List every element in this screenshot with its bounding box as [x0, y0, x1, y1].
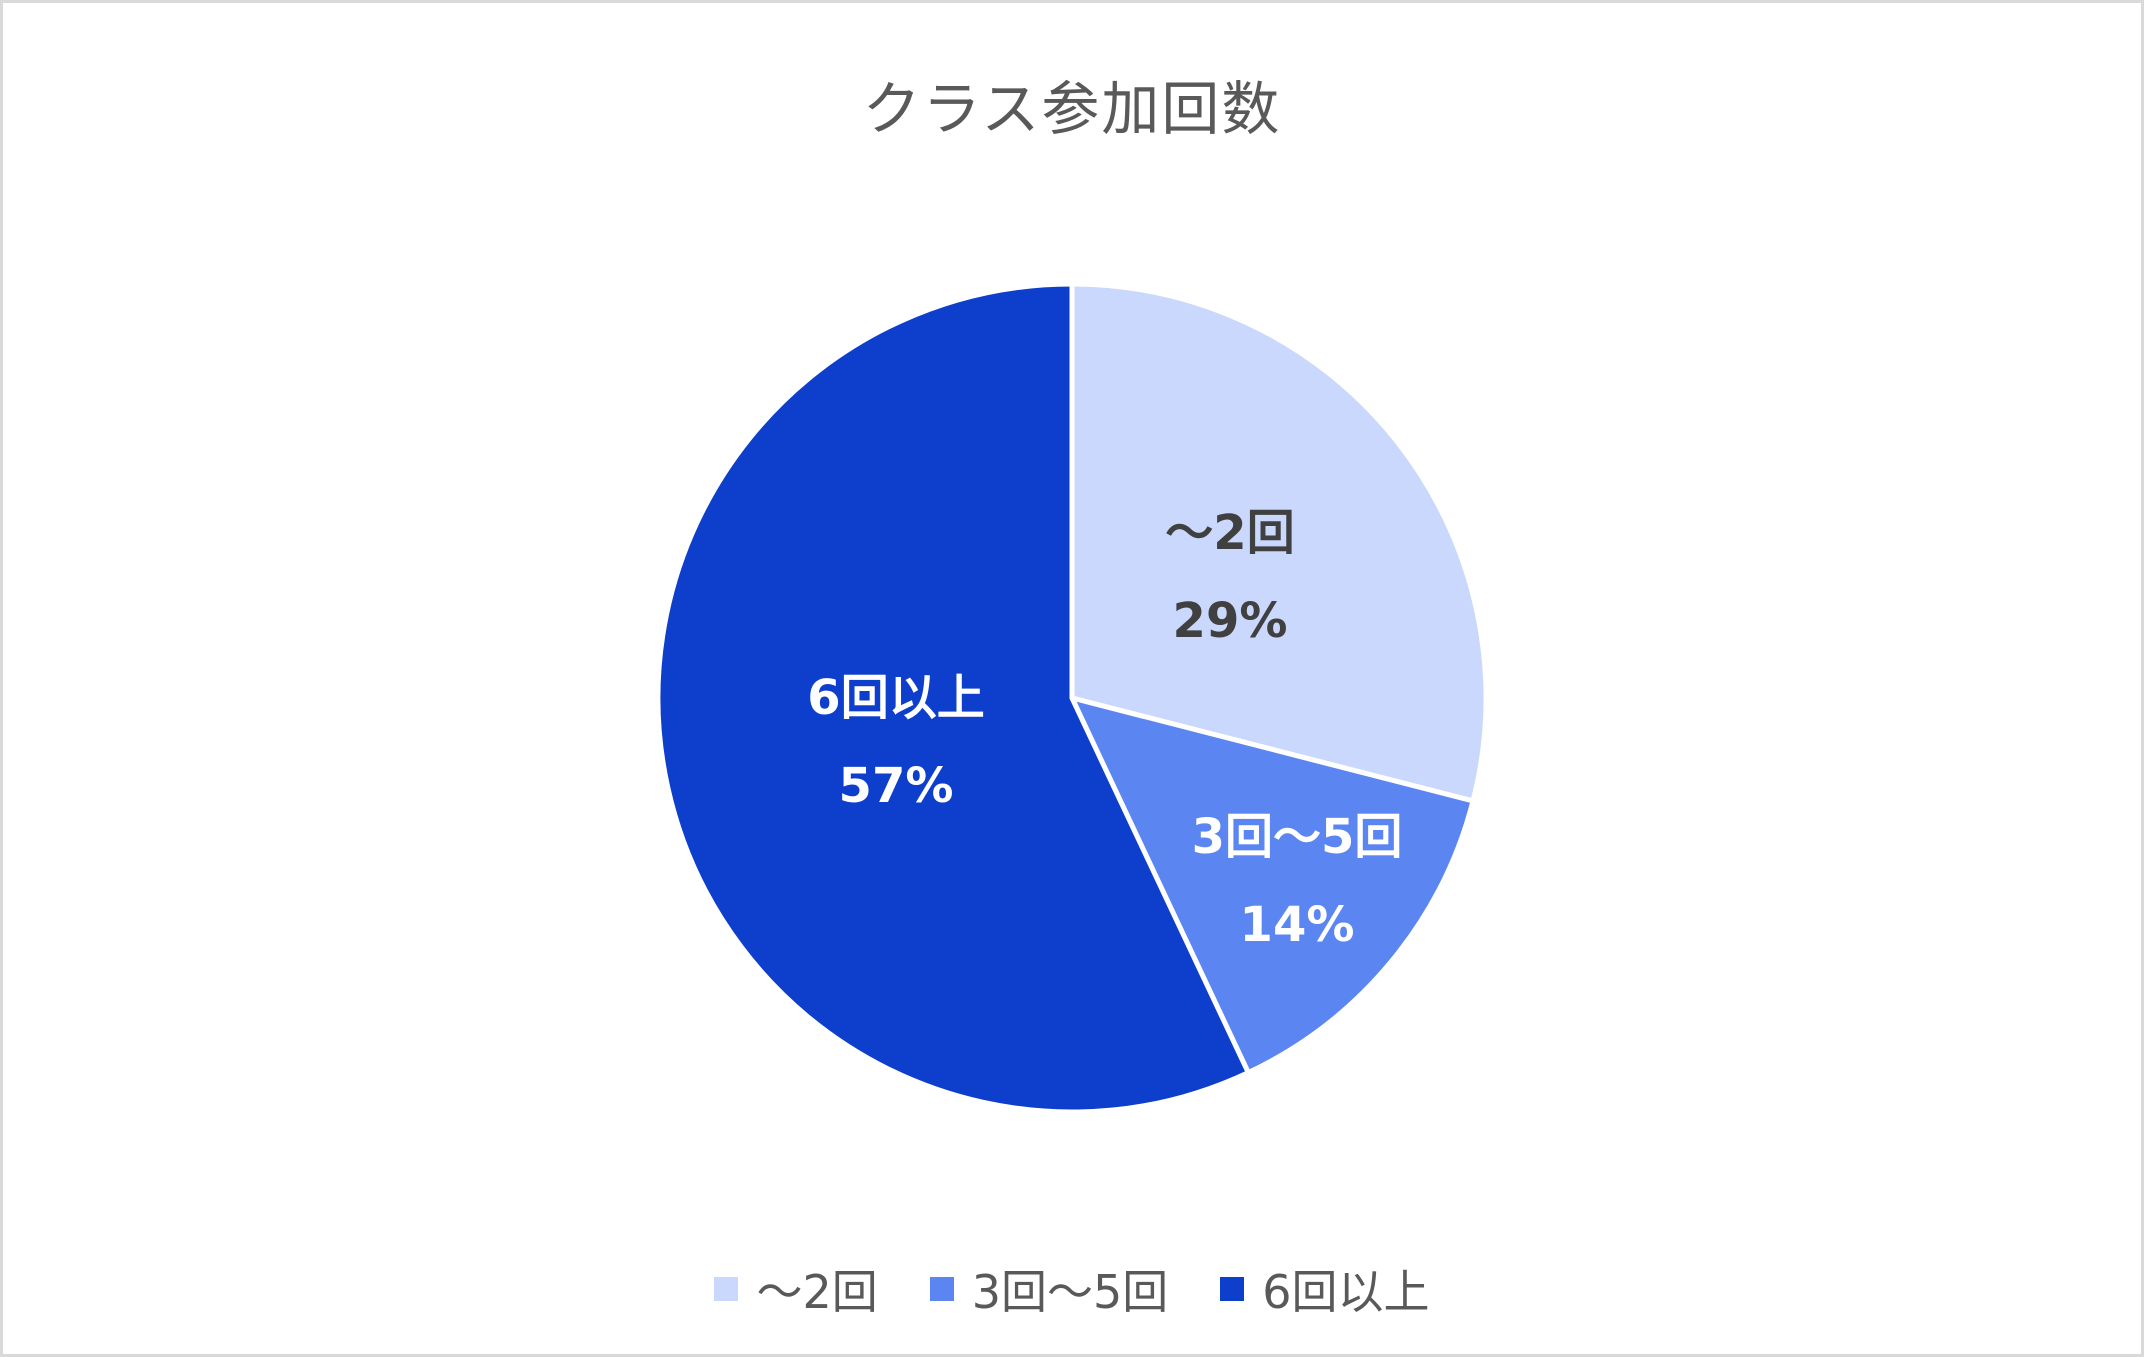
data-label-category: 〜2回 — [1165, 505, 1295, 561]
data-label-percent: 29% — [1172, 593, 1288, 649]
pie-slice-2[interactable] — [655, 281, 1251, 1115]
data-label-category: 3回〜5回 — [1191, 809, 1403, 865]
legend-swatch-icon — [1220, 1277, 1245, 1301]
legend-label: 3回〜5回 — [971, 1265, 1169, 1319]
pie-slice-0[interactable] — [1069, 281, 1489, 804]
data-label-0: 〜2回 29% — [1165, 509, 1294, 645]
legend-swatch-icon — [929, 1277, 954, 1301]
data-label-category: 6回以上 — [807, 670, 985, 726]
data-label-1: 3回〜5回 14% — [1192, 813, 1403, 949]
legend-label: 6回以上 — [1262, 1265, 1430, 1319]
data-label-percent: 57% — [838, 758, 954, 814]
legend-item-0[interactable]: 〜2回 — [714, 1256, 878, 1322]
pie-slice-1[interactable] — [1069, 695, 1476, 1076]
data-label-2: 6回以上 57% — [807, 674, 984, 810]
chart-title: クラス参加回数 — [862, 75, 1282, 143]
legend-label: 〜2回 — [756, 1265, 878, 1319]
legend-item-2[interactable]: 6回以上 — [1220, 1256, 1430, 1322]
legend-swatch-icon — [714, 1277, 739, 1301]
legend-item-1[interactable]: 3回〜5回 — [929, 1256, 1169, 1322]
legend: 〜2回 3回〜5回 6回以上 — [0, 1256, 2144, 1322]
data-label-percent: 14% — [1239, 897, 1355, 953]
